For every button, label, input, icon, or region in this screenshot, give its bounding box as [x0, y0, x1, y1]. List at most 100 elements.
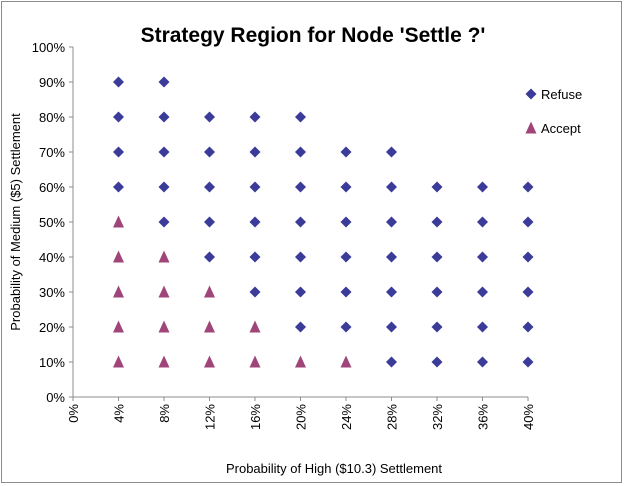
y-tick-label: 60% — [39, 180, 65, 195]
refuse-point — [113, 146, 124, 158]
legend-accept-marker — [525, 121, 537, 134]
refuse-point — [249, 286, 261, 298]
refuse-point — [249, 146, 261, 158]
refuse-point — [204, 251, 215, 263]
refuse-point — [249, 181, 261, 193]
y-tick-label: 50% — [39, 215, 65, 230]
refuse-point — [386, 216, 397, 228]
y-tick-label: 100% — [32, 40, 66, 55]
refuse-point — [522, 286, 534, 298]
tick-labels: 0% 10% 20% 30% 40% 50% 60% 70% 80% 90% 100% 0% 4% 8% 1… — [32, 40, 536, 430]
x-tick-label: 36% — [476, 404, 491, 430]
accept-point — [249, 355, 261, 368]
y-tick-label: 90% — [39, 75, 65, 90]
refuse-point — [295, 216, 306, 228]
y-tick-label: 80% — [39, 110, 65, 125]
accept-point — [113, 355, 124, 368]
x-tick-label: 12% — [203, 404, 218, 430]
y-tick-label: 10% — [39, 355, 65, 370]
refuse-point — [340, 321, 352, 333]
data-points — [113, 76, 534, 368]
accept-point — [113, 215, 124, 228]
y-tick-label: 40% — [39, 250, 65, 265]
x-tick-label: 28% — [385, 404, 400, 430]
refuse-point — [295, 111, 306, 123]
refuse-point — [431, 181, 443, 193]
refuse-point — [113, 111, 124, 123]
y-tick-label: 20% — [39, 320, 65, 335]
accept-point — [113, 285, 124, 298]
chart-title: Strategy Region for Node 'Settle ?' — [141, 24, 486, 47]
refuse-point — [522, 321, 534, 333]
refuse-point — [295, 321, 306, 333]
refuse-point — [113, 181, 124, 193]
refuse-point — [249, 111, 261, 123]
refuse-point — [340, 181, 352, 193]
refuse-point — [204, 111, 215, 123]
refuse-point — [295, 146, 306, 158]
legend-accept-label: Accept — [541, 121, 581, 136]
accept-point — [158, 320, 170, 333]
x-tick-label: 40% — [521, 404, 536, 430]
refuse-point — [295, 286, 306, 298]
accept-point — [158, 250, 170, 263]
refuse-point — [158, 111, 170, 123]
refuse-point — [386, 251, 397, 263]
y-tick-label: 70% — [39, 145, 65, 160]
x-tick-label: 24% — [339, 404, 354, 430]
refuse-point — [204, 146, 215, 158]
accept-point — [249, 320, 261, 333]
accept-point — [158, 285, 170, 298]
refuse-point — [113, 76, 124, 88]
x-tick-label: 8% — [157, 404, 172, 423]
axes — [69, 46, 529, 401]
y-tick-label: 30% — [39, 285, 65, 300]
refuse-point — [477, 321, 488, 333]
refuse-point — [477, 216, 488, 228]
refuse-point — [431, 321, 443, 333]
accept-point — [158, 355, 170, 368]
refuse-point — [431, 216, 443, 228]
refuse-point — [340, 216, 352, 228]
refuse-point — [249, 216, 261, 228]
y-tick-label: 0% — [46, 390, 65, 405]
x-tick-label: 4% — [112, 404, 127, 423]
refuse-point — [295, 251, 306, 263]
refuse-point — [386, 321, 397, 333]
refuse-point — [522, 181, 534, 193]
refuse-point — [522, 356, 534, 368]
accept-point — [113, 320, 124, 333]
refuse-point — [340, 251, 352, 263]
accept-point — [113, 250, 124, 263]
refuse-point — [431, 251, 443, 263]
refuse-point — [386, 286, 397, 298]
x-tick-label: 0% — [66, 404, 81, 423]
refuse-point — [386, 356, 397, 368]
legend-refuse-marker — [525, 88, 537, 100]
accept-point — [204, 320, 215, 333]
refuse-point — [204, 181, 215, 193]
y-axis-label: Probability of Medium ($5) Settlement — [8, 113, 23, 331]
refuse-point — [249, 251, 261, 263]
refuse-point — [477, 356, 488, 368]
refuse-point — [158, 181, 170, 193]
refuse-point — [477, 286, 488, 298]
refuse-point — [158, 76, 170, 88]
refuse-point — [431, 356, 443, 368]
refuse-point — [386, 146, 397, 158]
refuse-point — [158, 216, 170, 228]
refuse-point — [431, 286, 443, 298]
refuse-point — [158, 146, 170, 158]
refuse-point — [340, 286, 352, 298]
accept-point — [204, 355, 215, 368]
accept-point — [340, 355, 352, 368]
refuse-point — [477, 181, 488, 193]
legend: Refuse Accept — [525, 87, 582, 136]
refuse-point — [522, 251, 534, 263]
refuse-point — [522, 216, 534, 228]
x-tick-label: 32% — [430, 404, 445, 430]
accept-point — [204, 285, 215, 298]
refuse-point — [204, 216, 215, 228]
x-tick-label: 20% — [294, 404, 309, 430]
